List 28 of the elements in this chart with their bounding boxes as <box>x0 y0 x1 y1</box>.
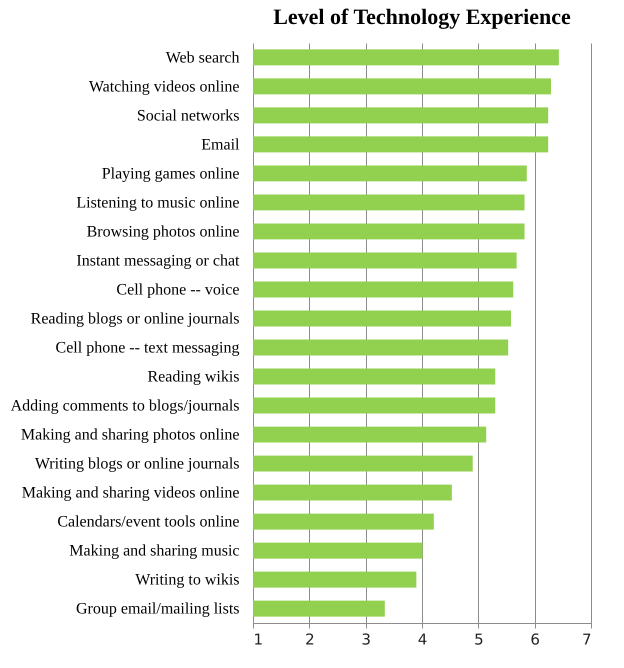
y-tick-label: Writing blogs or online journals <box>34 456 240 473</box>
x-tick-label: 2 <box>305 630 315 648</box>
y-tick-label: Instant messaging or chat <box>76 252 240 270</box>
y-tick-label: Listening to music online <box>76 194 240 212</box>
y-tick-label: Cell phone -- voice <box>116 281 240 298</box>
chart-title: Level of Technology Experience <box>273 4 572 29</box>
y-tick-label: Reading wikis <box>148 368 240 386</box>
y-tick-label: Making and sharing videos online <box>22 484 240 502</box>
x-tick-label: 5 <box>474 630 484 648</box>
y-tick-label: Email <box>201 136 240 154</box>
y-tick-label: Playing games online <box>102 165 240 182</box>
y-tick-label: Group email/mailing lists <box>76 600 240 618</box>
x-tick-label: 3 <box>361 630 371 648</box>
y-tick-label: Adding comments to blogs/journals <box>10 398 240 415</box>
x-tick-label: 7 <box>582 630 592 648</box>
y-tick-label: Calendars/event tools online <box>57 514 240 531</box>
x-tick-label: 6 <box>530 630 540 648</box>
y-tick-label: Writing to wikis <box>135 572 240 589</box>
y-tick-label: Cell phone -- text messaging <box>56 340 240 357</box>
y-tick-label: Web search <box>166 49 240 66</box>
y-tick-label: Browsing photos online <box>86 223 240 240</box>
y-tick-label: Social networks <box>136 107 240 124</box>
x-tick-label: 4 <box>418 630 428 648</box>
y-tick-label: Reading blogs or online journals <box>30 310 240 328</box>
y-tick-label: Making and sharing photos online <box>20 426 240 444</box>
x-tick-label: 1 <box>254 630 264 648</box>
y-tick-label: Making and sharing music <box>69 542 240 560</box>
y-tick-label: Watching videos online <box>88 78 240 96</box>
